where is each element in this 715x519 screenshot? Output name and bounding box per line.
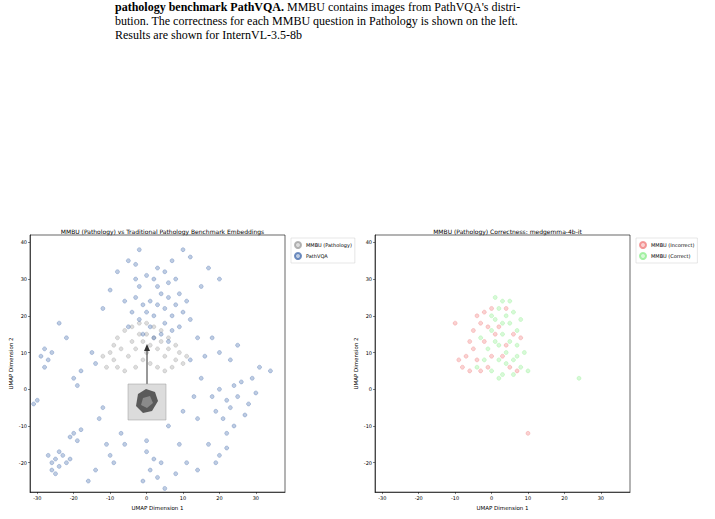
svg-text:UMAP Dimension 1: UMAP Dimension 1: [476, 505, 528, 511]
svg-text:-20: -20: [364, 460, 372, 466]
svg-text:MMBU (Pathology): MMBU (Pathology): [306, 242, 352, 249]
html-text:Results are shown for InternVL: Results are shown for InternVL-3.5-8b: [115, 28, 302, 42]
svg-text:10: 10: [366, 350, 372, 356]
svg-text:-10: -10: [364, 423, 372, 429]
svg-text:30: 30: [21, 276, 27, 282]
svg-text:10: 10: [21, 350, 27, 356]
svg-text:0: 0: [490, 495, 493, 501]
svg-text:UMAP Dimension 2: UMAP Dimension 2: [8, 338, 14, 390]
svg-text:20: 20: [366, 313, 372, 319]
svg-text:UMAP Dimension 1: UMAP Dimension 1: [131, 505, 183, 511]
svg-text:-10: -10: [451, 495, 459, 501]
svg-text:10: 10: [180, 495, 186, 501]
svg-text:30: 30: [253, 495, 259, 501]
svg-text:-20: -20: [415, 495, 423, 501]
svg-text:20: 20: [216, 495, 222, 501]
svg-text:-20: -20: [19, 460, 27, 466]
svg-text:MMBU (Correct): MMBU (Correct): [651, 253, 691, 259]
svg-text:10: 10: [525, 495, 531, 501]
svg-text:-30: -30: [378, 495, 386, 501]
svg-text:-10: -10: [106, 495, 114, 501]
svg-text:PathVQA: PathVQA: [306, 253, 328, 259]
svg-text:40: 40: [21, 239, 27, 245]
svg-text:0: 0: [369, 386, 372, 392]
svg-text:MMBU (Incorrect): MMBU (Incorrect): [651, 242, 694, 248]
svg-text:0: 0: [24, 386, 27, 392]
svg-text:MMBU (Pathology) vs Traditiona: MMBU (Pathology) vs Traditional Patholog…: [61, 228, 264, 236]
svg-text:0: 0: [145, 495, 148, 501]
svg-text:40: 40: [366, 239, 372, 245]
svg-text:30: 30: [598, 495, 604, 501]
svg-text:MMBU (Pathology) Correctness:: MMBU (Pathology) Correctness: medgemma-4…: [433, 228, 582, 236]
html-text:bution. The correctness for ea: bution. The correctness for each MMBU qu…: [115, 14, 518, 28]
svg-text:-10: -10: [19, 423, 27, 429]
svg-text:20: 20: [21, 313, 27, 319]
svg-text:30: 30: [366, 276, 372, 282]
html-text:pathology benchmark PathVQA. M: pathology benchmark PathVQA. MMBU contai…: [115, 0, 521, 14]
svg-text:-30: -30: [33, 495, 41, 501]
svg-text:20: 20: [561, 495, 567, 501]
svg-text:UMAP Dimension 2: UMAP Dimension 2: [353, 338, 359, 390]
svg-text:-20: -20: [70, 495, 78, 501]
